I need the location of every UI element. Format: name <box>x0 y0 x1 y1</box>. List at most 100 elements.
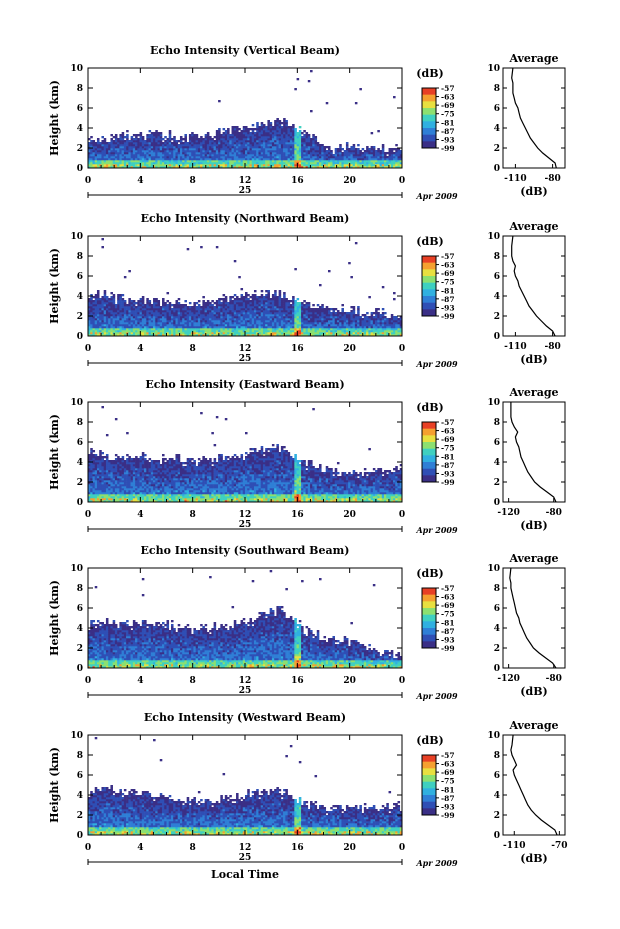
heatmap-cell <box>361 328 365 331</box>
heatmap-cell <box>157 160 161 163</box>
heatmap-cell <box>162 306 165 309</box>
heatmap-cell <box>126 322 129 325</box>
heatmap-cell <box>112 296 116 299</box>
heatmap-cell <box>148 324 152 327</box>
heatmap-cell <box>280 156 284 159</box>
heatmap-cell <box>179 326 183 329</box>
heatmap-cell <box>150 138 154 141</box>
heatmap-cell <box>195 146 199 149</box>
heatmap-cell <box>128 162 131 165</box>
heatmap-cell <box>182 306 185 309</box>
heatmap-cell <box>157 324 161 327</box>
heatmap-cell <box>294 322 297 325</box>
heatmap-cell <box>316 316 320 319</box>
heatmap-cell <box>123 326 127 329</box>
heatmap-cell <box>327 322 331 325</box>
heatmap-cell <box>224 158 228 161</box>
heatmap-cell <box>224 162 228 165</box>
heatmap-cell <box>330 330 333 333</box>
heatmap-cell <box>381 334 385 337</box>
heatmap-cell <box>177 312 181 315</box>
heatmap-cell <box>103 146 107 149</box>
heatmap-cell <box>352 334 356 337</box>
heatmap-cell <box>343 150 347 153</box>
heatmap-cell <box>319 312 322 315</box>
heatmap-cell <box>296 146 300 149</box>
heatmap-cell <box>137 158 140 161</box>
heatmap-cell <box>278 154 282 157</box>
heatmap-cell <box>139 158 143 161</box>
heatmap-cell <box>233 134 237 137</box>
heatmap-cell <box>251 308 255 311</box>
heatmap-cell <box>336 156 340 159</box>
heatmap-cell <box>350 162 353 165</box>
heatmap-cell <box>90 308 93 311</box>
heatmap-cell <box>144 314 147 317</box>
heatmap-cell <box>249 164 253 167</box>
heatmap-cell <box>175 318 179 321</box>
heatmap-cell <box>204 310 208 313</box>
heatmap-cell <box>301 302 304 305</box>
heatmap-cell <box>193 150 196 153</box>
heatmap-cell <box>370 158 374 161</box>
heatmap-cell <box>202 140 205 143</box>
heatmap-cell <box>213 312 217 315</box>
heatmap-cell <box>345 160 349 163</box>
heatmap-cell <box>366 332 369 335</box>
heatmap-cell <box>99 492 102 495</box>
heatmap-cell <box>399 158 403 161</box>
heatmap-cell <box>307 156 311 159</box>
heatmap-cell <box>96 150 100 153</box>
heatmap-cell <box>287 316 291 319</box>
heatmap-cell <box>141 142 145 145</box>
heatmap-cell <box>144 140 147 143</box>
heatmap-cell <box>350 154 353 157</box>
heatmap-cell <box>114 330 118 333</box>
heatmap-cell <box>130 318 134 321</box>
heatmap-cell <box>292 300 295 303</box>
heatmap-cell <box>204 152 208 155</box>
heatmap-cell <box>209 148 212 151</box>
heatmap-cell <box>233 302 237 305</box>
heatmap-cell <box>265 148 268 151</box>
heatmap-cell <box>123 148 127 151</box>
heatmap-cell <box>164 330 167 333</box>
heatmap-cell <box>240 332 244 335</box>
heatmap-cell <box>260 148 264 151</box>
heatmap-cell <box>195 314 199 317</box>
heatmap-cell <box>222 312 226 315</box>
heatmap-cell <box>141 298 145 301</box>
heatmap-cell <box>332 332 336 335</box>
heatmap-cell <box>90 146 93 149</box>
heatmap-cell <box>305 142 309 145</box>
heatmap-cell <box>126 314 129 317</box>
heatmap-cell <box>265 290 268 293</box>
heatmap-cell <box>229 156 232 159</box>
heatmap-cell <box>121 156 125 159</box>
heatmap-cell <box>96 322 100 325</box>
heatmap-cell <box>103 314 107 317</box>
heatmap-cell <box>267 166 270 169</box>
heatmap-cell <box>222 328 226 331</box>
heatmap-cell <box>276 126 279 129</box>
heatmap-cell <box>372 326 376 329</box>
heatmap-cell <box>168 148 172 151</box>
heatmap-cell <box>227 304 230 307</box>
heatmap-cell <box>209 144 212 147</box>
heatmap-cell <box>366 330 369 333</box>
heatmap-cell <box>265 302 268 305</box>
heatmap-cell <box>159 134 163 137</box>
heatmap-cell <box>108 304 111 307</box>
heatmap-cell <box>119 134 122 137</box>
heatmap-cell <box>193 158 196 161</box>
heatmap-cell <box>195 148 199 151</box>
heatmap-cell <box>170 312 174 315</box>
heatmap-cell <box>368 152 371 155</box>
heatmap-cell <box>162 142 165 145</box>
heatmap-cell <box>92 486 96 489</box>
heatmap-cell <box>130 150 134 153</box>
heatmap-cell <box>108 306 111 309</box>
heatmap-cell <box>267 296 270 299</box>
heatmap-cell <box>157 148 161 151</box>
heatmap-cell <box>247 144 250 147</box>
